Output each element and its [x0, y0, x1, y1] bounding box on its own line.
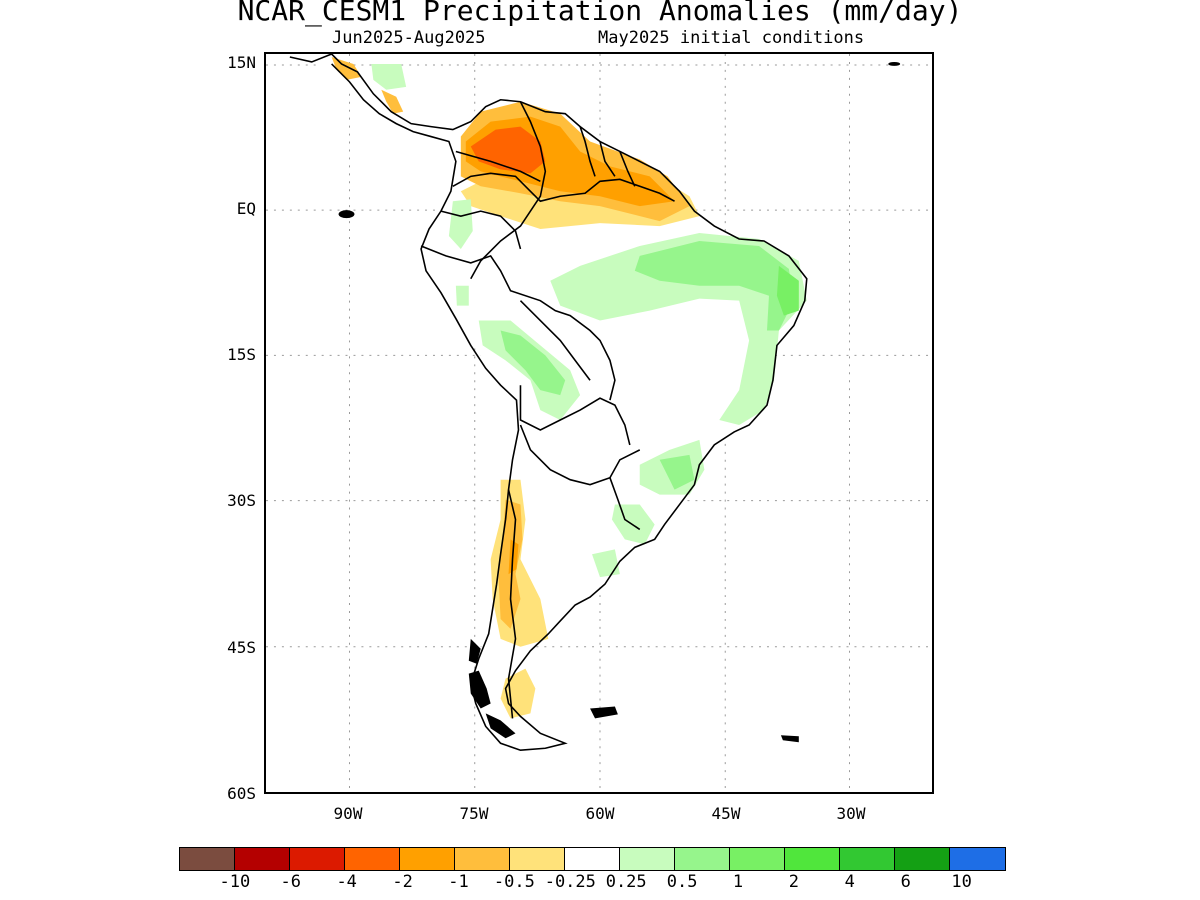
map-frame	[264, 52, 934, 794]
lat-label: EQ	[236, 199, 256, 218]
lon-label: 75W	[459, 804, 489, 823]
wet-anomalies	[371, 63, 807, 578]
colorbar-tick-label: 0.25	[605, 872, 647, 892]
lon-label: 30W	[836, 804, 866, 823]
lat-label: 15S	[227, 345, 256, 364]
islands	[338, 61, 901, 743]
colorbar-tick-label: 1	[732, 872, 744, 892]
colorbar-swatch	[510, 848, 565, 870]
colorbar-swatch	[785, 848, 840, 870]
colorbar	[179, 847, 1006, 871]
colorbar-swatch	[345, 848, 400, 870]
colorbar-tick-label: 2	[788, 872, 800, 892]
colorbar-swatch	[620, 848, 675, 870]
colorbar-swatch	[730, 848, 785, 870]
colorbar-tick-label: -1	[448, 872, 469, 892]
dry-anomalies	[331, 56, 700, 719]
colorbar-swatch	[675, 848, 730, 870]
colorbar-swatch	[235, 848, 290, 870]
colorbar-swatch	[455, 848, 510, 870]
lat-label: 45S	[227, 638, 256, 657]
coastlines	[289, 54, 808, 752]
initial-conditions: May2025 initial conditions	[598, 28, 865, 48]
colorbar-swatch	[400, 848, 455, 870]
lat-label: 60S	[227, 784, 256, 803]
lon-label: 60W	[585, 804, 615, 823]
colorbar-tick-label: 4	[844, 872, 855, 892]
colorbar-tick-label: -0.25	[544, 872, 596, 892]
colorbar-swatch	[895, 848, 950, 870]
anomaly-map	[266, 54, 932, 792]
colorbar-tick-label: -2	[392, 872, 413, 892]
lon-label: 90W	[333, 804, 363, 823]
colorbar-tick-label: -4	[336, 872, 357, 892]
colorbar-swatch	[950, 848, 1005, 870]
colorbar-swatch	[840, 848, 895, 870]
lat-label: 30S	[227, 491, 256, 510]
forecast-period: Jun2025-Aug2025	[332, 28, 486, 48]
colorbar-tick-label: -6	[280, 872, 302, 892]
colorbar-swatch	[565, 848, 620, 870]
colorbar-tick-label: -0.5	[493, 872, 535, 892]
lat-label: 15N	[227, 53, 256, 72]
colorbar-tick-label: 0.5	[666, 872, 698, 892]
chart-title: NCAR_CESM1 Precipitation Anomalies (mm/d…	[237, 0, 963, 27]
colorbar-tick-label: -10	[219, 872, 251, 892]
colorbar-swatch	[290, 848, 345, 870]
colorbar-tick-label: 6	[900, 872, 911, 892]
colorbar-swatch	[180, 848, 235, 870]
colorbar-tick-label: 10	[951, 872, 972, 892]
lon-label: 45W	[711, 804, 741, 823]
